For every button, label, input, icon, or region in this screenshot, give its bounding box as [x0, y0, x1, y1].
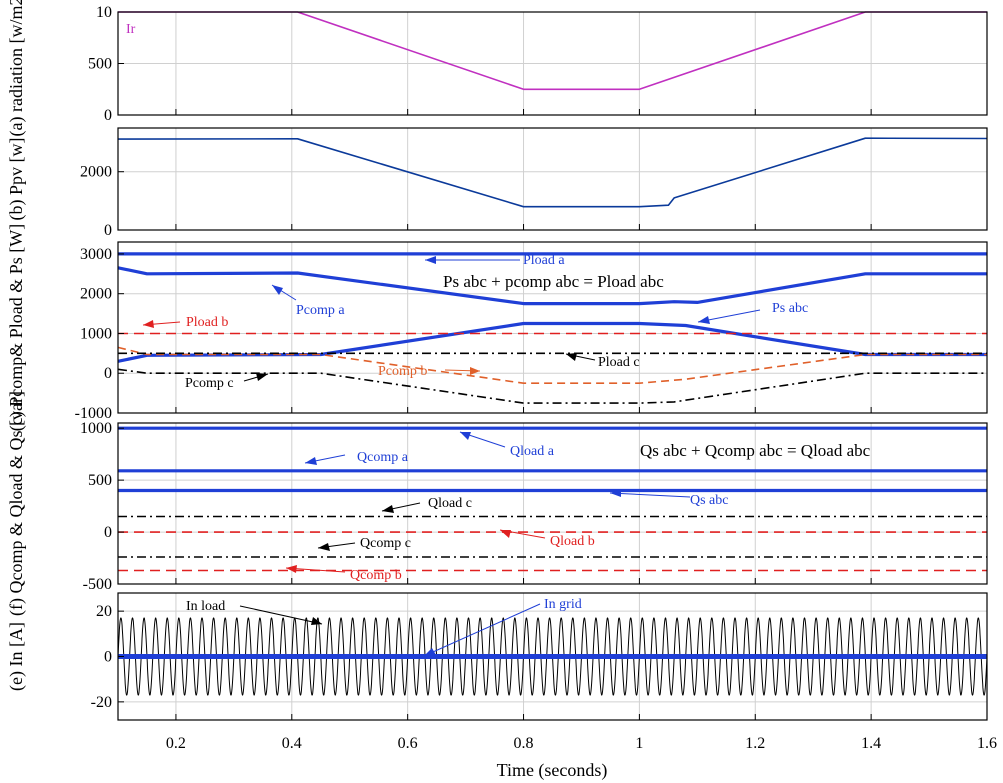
- panel-5: -20 0 20 (e) In [A]: [6, 592, 988, 721]
- label-pload-a: Pload a: [523, 253, 565, 268]
- label-in-load: In load: [186, 599, 225, 614]
- y-tick-label: 2000: [80, 286, 112, 303]
- panel-frame: [117, 127, 988, 231]
- label-ps-abc: Ps abc: [772, 301, 808, 316]
- label-qcomp-b: Qcomp b: [350, 568, 402, 583]
- label-pcomp-b: Pcomp b: [378, 364, 427, 379]
- y-tick-label: 500: [88, 472, 112, 489]
- series-series-0: [117, 137, 988, 208]
- label-qcomp-c: Qcomp c: [360, 536, 411, 551]
- equation-reactive: Qs abc + Qcomp abc = Qload abc: [640, 441, 871, 460]
- y-tick-label: -1000: [75, 405, 112, 422]
- x-tick-label: 0.4: [282, 735, 302, 752]
- x-tick-label: 0.6: [398, 735, 418, 752]
- x-tick-label: 1.4: [861, 735, 881, 752]
- series-pcomp-b: [117, 346, 987, 385]
- series-ir: [118, 11, 987, 91]
- panel-2: 0 2000 (b) Ppv [w]: [6, 127, 988, 239]
- label-qload-a: Qload a: [510, 444, 555, 459]
- panel-4: -500 0 500 1000 (f) Qcomp & Qload & Qs [var]: [6, 391, 988, 616]
- label-qload-b: Qload b: [550, 534, 595, 549]
- y-tick-label: 20: [96, 603, 112, 620]
- label-pcomp-a: Pcomp a: [296, 303, 345, 318]
- y-tick-label: 10: [96, 4, 112, 21]
- y-tick-label: 0: [104, 524, 112, 541]
- y-tick-label: 0: [104, 107, 112, 124]
- series-pcomp-c: [117, 368, 987, 404]
- panel-f-annotations: Qload a Qcomp a Qs abc Qload c Qload b Q…: [285, 431, 871, 583]
- x-tick-label: 1: [635, 735, 643, 752]
- x-tick-label: 1.2: [745, 735, 765, 752]
- label-in-grid: In grid: [544, 597, 582, 612]
- series-pcomp-a: [117, 266, 987, 306]
- y-tick-label: 3000: [80, 246, 112, 263]
- y-tick-label: 0: [104, 649, 112, 666]
- y-tick-label: 500: [88, 56, 112, 73]
- x-tick-label: 0.8: [514, 735, 534, 752]
- y-axis-label: (c) Pcomp& Pload & Ps [W]: [6, 224, 27, 431]
- y-tick-label: 0: [104, 365, 112, 382]
- y-tick-label: -500: [83, 576, 112, 593]
- y-axis-label: (a) radiation [w/m2]: [6, 0, 27, 136]
- label-pload-b: Pload b: [186, 315, 228, 330]
- y-axis-label: (f) Qcomp & Qload & Qs [var]: [6, 391, 27, 616]
- panel-frame: [117, 241, 988, 414]
- x-tick-label: 1.6: [977, 735, 997, 752]
- panel-e-annotations: In load In grid: [186, 597, 582, 657]
- y-tick-label: 1000: [80, 325, 112, 342]
- annotation-ir: Ir: [126, 22, 136, 37]
- label-pload-c: Pload c: [598, 355, 640, 370]
- panel-3: -1000 0 1000 2000 3000 (c) Pcomp& Pload & Ps …: [6, 224, 988, 431]
- y-axis-label: (b) Ppv [w]: [6, 138, 27, 221]
- x-tick-label: 0.2: [166, 735, 186, 752]
- panel-frame: [117, 422, 988, 585]
- y-tick-label: 1000: [80, 420, 112, 437]
- panel-1: 0 500 10 (a) radiation [w/m2]: [6, 0, 988, 136]
- panel-c-annotations: Pload a Pcomp a Ps abc Pload b Pcomp b P…: [142, 253, 808, 391]
- equation-power: Ps abc + pcomp abc = Pload abc: [443, 272, 664, 291]
- label-qload-c: Qload c: [428, 496, 472, 511]
- x-axis-label: Time (seconds): [497, 760, 608, 781]
- y-tick-label: 2000: [80, 164, 112, 181]
- y-tick-label: 0: [104, 222, 112, 239]
- label-pcomp-c: Pcomp c: [185, 376, 234, 391]
- y-tick-label: -20: [91, 694, 112, 711]
- label-qs-abc: Qs abc: [690, 493, 729, 508]
- y-axis-label: (e) In [A]: [6, 622, 27, 691]
- label-qcomp-a: Qcomp a: [357, 450, 409, 465]
